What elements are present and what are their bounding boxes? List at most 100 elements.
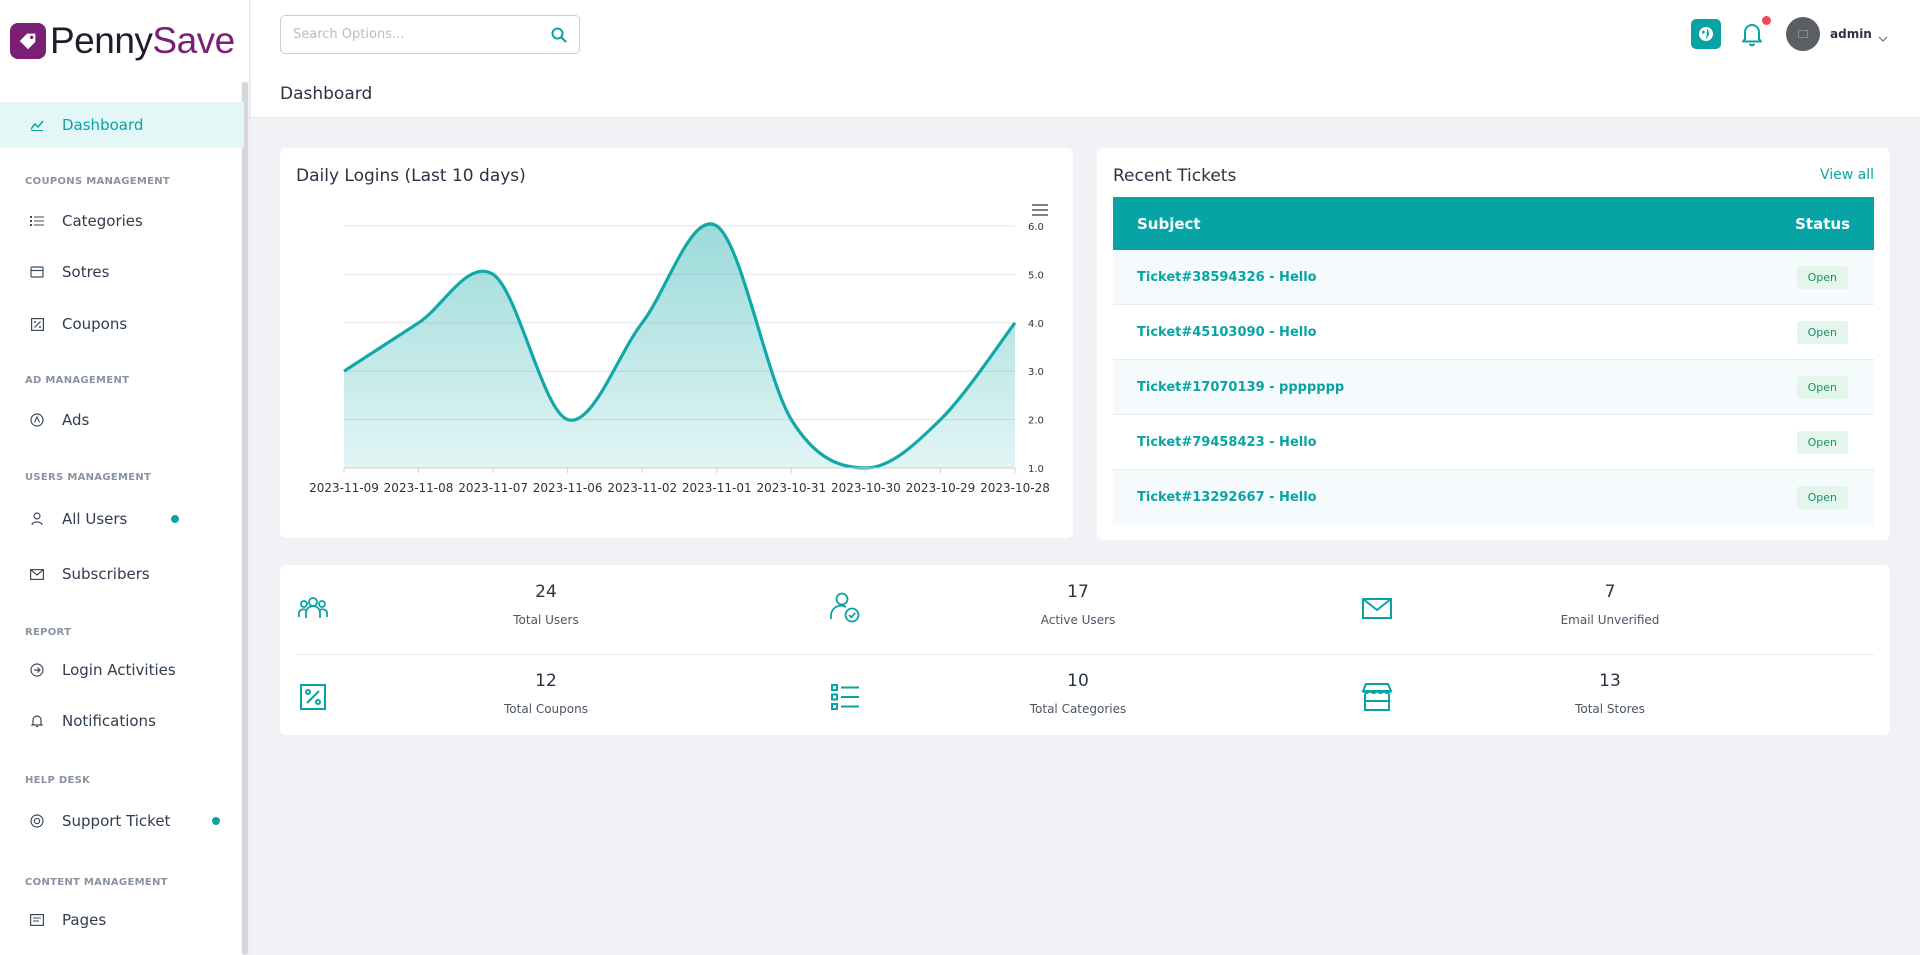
ticket-link[interactable]: Ticket#38594326 - Hello [1137,269,1317,285]
table-row[interactable]: Ticket#79458423 - Hello Open [1113,415,1874,470]
y-tick-label: 4.0 [1028,319,1044,330]
app-logo[interactable]: PennySave [0,0,249,82]
sidebar-item-label: Subscribers [62,565,150,583]
sidebar-item-notifications[interactable]: Notifications [0,698,244,744]
user-name[interactable]: admin [1830,27,1872,41]
stat-label: Email Unverified [1560,613,1660,627]
sidebar-item-label: Sotres [62,263,110,281]
section-content-management: CONTENT MANAGEMENT [25,877,168,888]
store-icon [1360,680,1394,714]
stat-active-users: 17 Active Users [812,565,1344,654]
ticket-link[interactable]: Ticket#17070139 - ppppppp [1137,379,1345,395]
table-row[interactable]: Ticket#38594326 - Hello Open [1113,250,1874,305]
x-tick-label: 2023-11-01 [682,481,752,495]
login-icon [30,663,44,677]
section-report: REPORT [25,627,72,638]
topbar: Dashboard admin [251,0,1920,118]
sidebar-item-label: Pages [62,911,107,929]
user-check-icon [828,591,862,625]
avatar[interactable] [1786,17,1820,51]
sidebar-item-dashboard[interactable]: Dashboard [0,102,244,148]
tag-icon [10,23,46,59]
y-tick-label: 2.0 [1028,416,1044,427]
sidebar-item-label: Notifications [62,712,156,730]
list-icon [828,680,862,714]
stat-total-categories: 10 Total Categories [812,654,1344,743]
chart-title: Daily Logins (Last 10 days) [296,166,526,186]
status-badge: Open [1796,430,1848,454]
percent-icon [296,680,330,714]
status-badge: Open [1796,486,1848,509]
store-icon [30,265,44,279]
stat-total-users: 24 Total Users [280,565,812,654]
sidebar-item-all-users[interactable]: All Users [0,496,244,542]
sidebar-item-pages[interactable]: Pages [0,897,244,943]
sidebar: PennySave Dashboard COUPONS MANAGEMENT C… [0,0,250,955]
stat-email-unverified: 7 Email Unverified [1344,565,1876,654]
chart-line-icon [30,118,44,132]
bell-icon [30,714,44,728]
y-tick-label: 1.0 [1028,464,1044,475]
section-coupons-management: COUPONS MANAGEMENT [25,176,171,187]
search-input[interactable] [281,27,539,42]
ticket-link[interactable]: Ticket#45103090 - Hello [1137,324,1317,340]
stat-label: Total Stores [1575,702,1645,716]
sidebar-scrollbar[interactable] [241,82,249,955]
user-icon [30,512,44,526]
stat-label: Total Coupons [504,702,588,716]
tickets-title: Recent Tickets [1113,166,1237,186]
section-users-management: USERS MANAGEMENT [25,472,152,483]
notifications-button[interactable] [1739,20,1765,48]
page-title: Dashboard [280,84,373,104]
stat-total-stores: 13 Total Stores [1344,654,1876,743]
x-tick-label: 2023-11-02 [607,481,677,495]
table-row[interactable]: Ticket#17070139 - ppppppp Open [1113,360,1874,415]
sidebar-item-coupons[interactable]: Coupons [0,301,244,347]
column-header-status: Status [1795,214,1850,233]
section-help-desk: HELP DESK [25,775,91,786]
stat-label: Active Users [1040,613,1116,627]
area-fill [344,223,1015,468]
x-tick-label: 2023-11-06 [533,481,603,495]
ticket-link[interactable]: Ticket#13292667 - Hello [1137,490,1317,505]
support-ticket-indicator-dot [212,817,220,825]
sidebar-item-label: Support Ticket [62,812,171,830]
sidebar-item-support-ticket[interactable]: Support Ticket [0,798,244,844]
series-line [343,222,1017,470]
x-tick-label: 2023-10-31 [756,481,826,495]
lifebuoy-icon [30,814,44,828]
chevron-down-icon[interactable] [1878,28,1888,47]
bell-icon [1742,24,1762,47]
stat-value: 7 [1604,582,1616,602]
globe-icon [1699,27,1713,41]
section-ad-management: AD MANAGEMENT [25,375,130,386]
y-tick-label: 3.0 [1028,367,1044,378]
sidebar-item-login-activities[interactable]: Login Activities [0,647,244,693]
sidebar-item-label: Ads [62,411,90,429]
view-all-link[interactable]: View all [1819,167,1874,183]
table-row[interactable]: Ticket#13292667 - Hello Open [1113,470,1874,525]
scrollbar-thumb[interactable] [242,82,248,955]
column-header-subject: Subject [1137,214,1201,233]
y-tick-label: 6.0 [1028,222,1044,233]
table-row[interactable]: Ticket#45103090 - Hello Open [1113,305,1874,360]
status-badge: Open [1796,265,1848,289]
page-icon [30,913,44,927]
image-placeholder-icon [1798,30,1808,38]
list-icon [30,214,44,228]
search-icon[interactable] [539,27,579,43]
x-tick-label: 2023-10-30 [831,481,901,495]
x-tick-label: 2023-10-28 [980,481,1050,495]
sidebar-item-subscribers[interactable]: Subscribers [0,551,244,597]
ticket-link[interactable]: Ticket#79458423 - Hello [1137,434,1317,450]
sidebar-item-ads[interactable]: Ads [0,397,244,443]
sidebar-item-categories[interactable]: Categories [0,198,244,244]
stat-total-coupons: 12 Total Coupons [280,654,812,743]
language-button[interactable] [1691,19,1721,49]
sidebar-item-stores[interactable]: Sotres [0,249,244,295]
sidebar-item-label: Categories [62,212,143,230]
x-tick-label: 2023-11-07 [458,481,528,495]
stat-value: 10 [1067,671,1089,691]
coupon-icon [30,317,44,331]
hamburger-menu-icon[interactable] [1031,202,1049,221]
